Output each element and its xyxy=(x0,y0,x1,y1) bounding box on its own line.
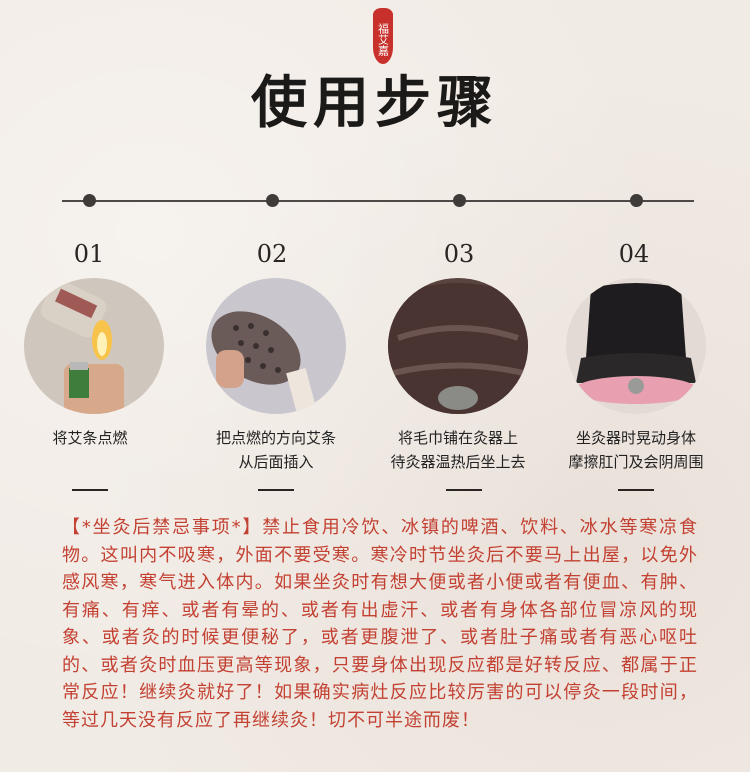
page-title: 使用步骤 xyxy=(251,70,499,136)
timeline-dot-3 xyxy=(453,194,466,207)
timeline-dot-2 xyxy=(266,194,279,207)
step-divider-2 xyxy=(258,489,294,491)
timeline-dot-1 xyxy=(83,194,96,207)
step-caption-4: 坐灸器时晃动身体 摩擦肛门及会阴周围 xyxy=(546,426,726,474)
step-photo-sitting-on-device xyxy=(566,278,706,414)
step-photo-towel-on-device xyxy=(388,278,528,414)
step-number-3: 03 xyxy=(443,240,475,268)
precautions-text: 【*坐灸后禁忌事项*】禁止食用冷饮、冰镇的啤酒、饮料、冰水等寒凉食物。这叫内不吸… xyxy=(62,517,698,731)
step-divider-4 xyxy=(618,489,654,491)
timeline-dot-4 xyxy=(630,194,643,207)
step-photo-inserting-moxa xyxy=(206,278,346,414)
step-number-4: 04 xyxy=(618,240,650,268)
step-number-2: 02 xyxy=(256,240,288,268)
step-divider-3 xyxy=(446,489,482,491)
step-caption-1: 将艾条点燃 xyxy=(0,426,180,450)
timeline-line xyxy=(62,200,694,202)
step-caption-2: 把点燃的方向艾条 从后面插入 xyxy=(186,426,366,474)
step-number-1: 01 xyxy=(73,240,105,268)
step-caption-3-line1: 将毛巾铺在灸器上 xyxy=(397,429,518,447)
step-caption-2-line1: 把点燃的方向艾条 xyxy=(215,429,336,447)
step-divider-1 xyxy=(72,489,108,491)
step-caption-2-line2: 从后面插入 xyxy=(238,453,314,471)
step-caption-4-line2: 摩擦肛门及会阴周围 xyxy=(568,453,704,471)
step-caption-1-line1: 将艾条点燃 xyxy=(52,429,128,447)
step-caption-3-line2: 待灸器温热后坐上去 xyxy=(390,453,526,471)
brand-seal: 福艾嘉 xyxy=(373,8,393,64)
step-caption-3: 将毛巾铺在灸器上 待灸器温热后坐上去 xyxy=(368,426,548,474)
step-photo-lighting-moxa xyxy=(24,278,164,414)
step-caption-4-line1: 坐灸器时晃动身体 xyxy=(575,429,696,447)
